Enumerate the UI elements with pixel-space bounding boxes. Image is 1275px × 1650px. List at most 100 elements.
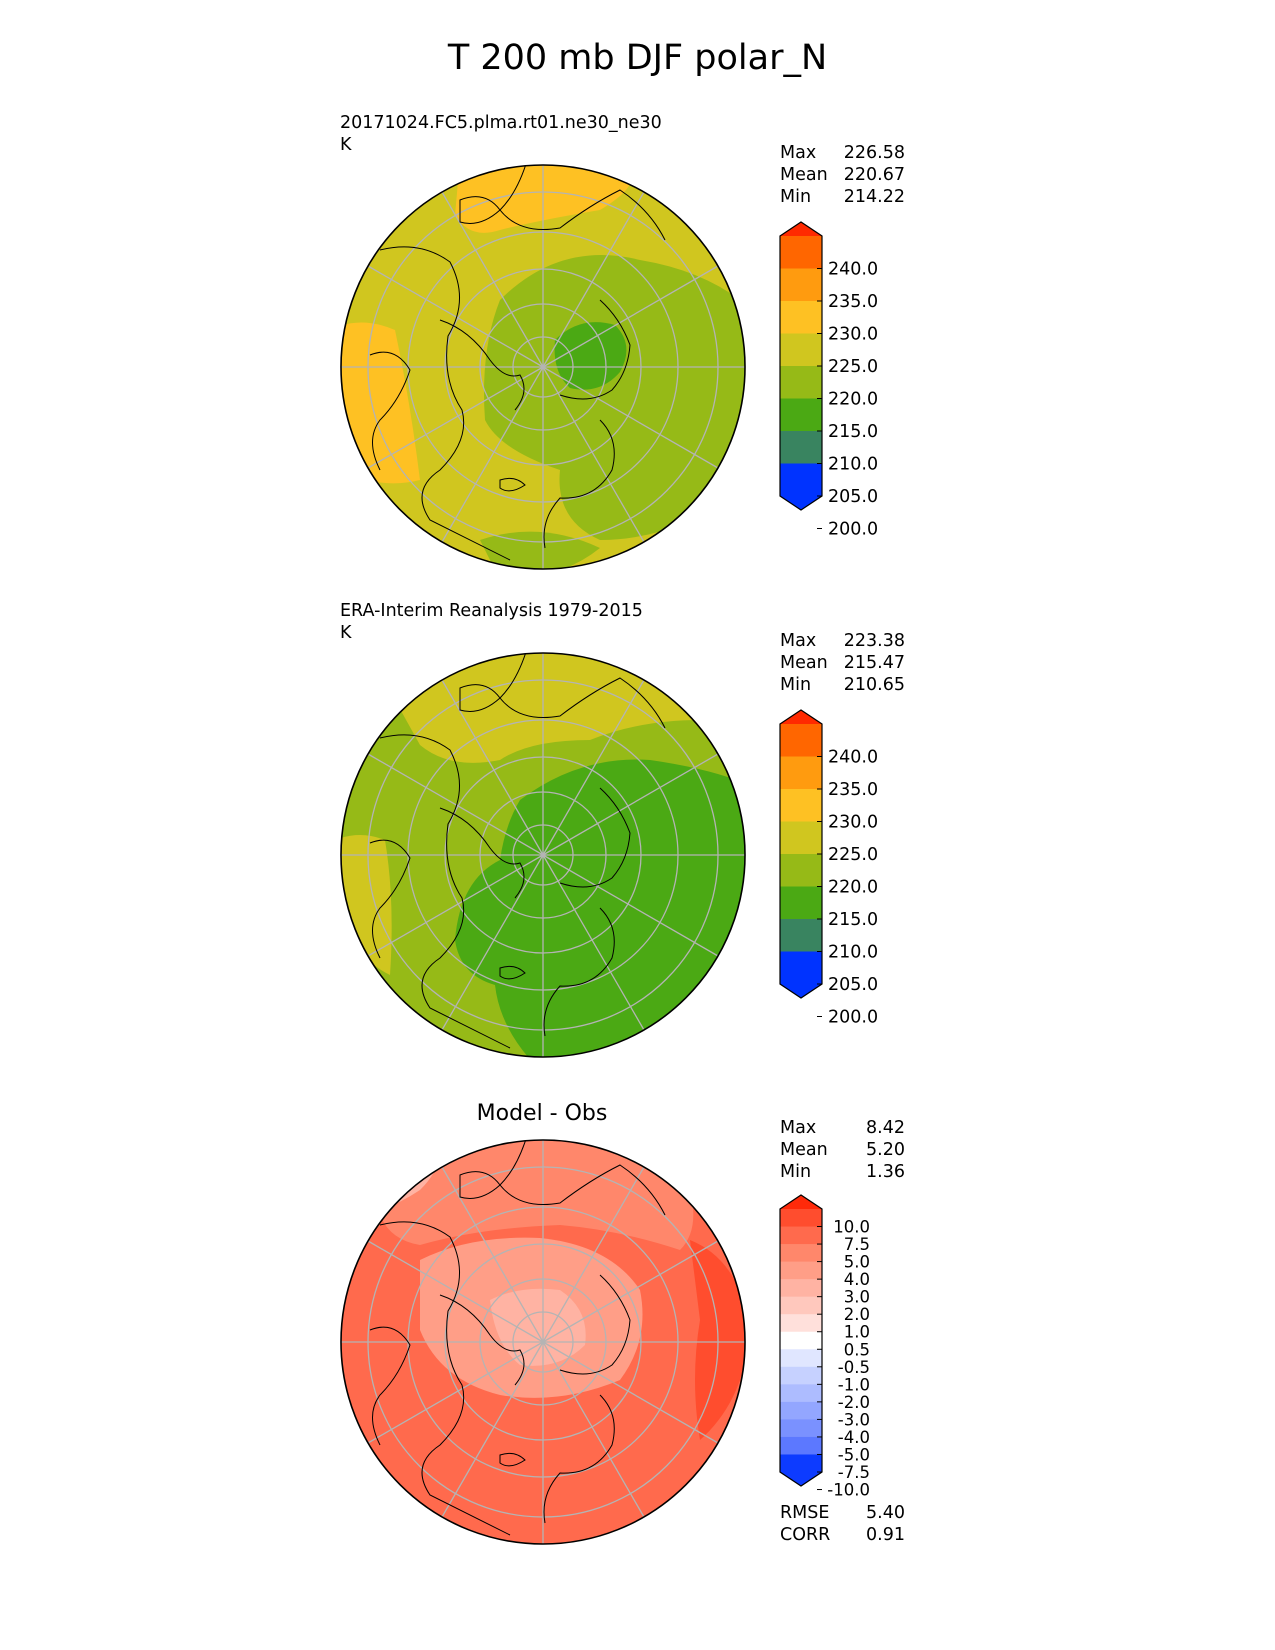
panel3-stats: Max 8.42 Mean 5.20 Min 1.36 <box>780 1117 905 1183</box>
colorbar-tick-label: 205.0 <box>828 487 878 507</box>
colorbar-tick-label: 200.0 <box>828 1008 878 1028</box>
colorbar-tick-label: 230.0 <box>828 813 878 833</box>
colorbar-tick-label: 240.0 <box>828 748 878 768</box>
field-220-225 <box>341 835 392 975</box>
coastlines <box>369 653 666 1049</box>
panel2-units: K <box>340 623 352 643</box>
stat-label: Min <box>780 675 812 695</box>
colorbar-tick-label: 230.0 <box>828 325 878 345</box>
stat-min: 1.36 <box>866 1162 905 1182</box>
colorbar-segment <box>780 1401 822 1420</box>
map-model <box>340 164 746 570</box>
map-boundary <box>340 1139 746 1545</box>
colorbar-tick-label: 215.0 <box>828 910 878 930</box>
field-3-4 <box>380 1140 694 1250</box>
panel1-units: K <box>340 135 352 155</box>
colorbar-tick-label: -3.0 <box>838 1410 870 1429</box>
colorbar-segment <box>780 301 822 334</box>
panel2-title: ERA-Interim Reanalysis 1979-2015 <box>340 601 643 621</box>
panel3-metrics: RMSE 5.40 CORR 0.91 <box>780 1502 905 1546</box>
map-boundary <box>340 652 746 1058</box>
graticule <box>341 653 745 1057</box>
colorbar-tick-label: -7.5 <box>838 1463 870 1482</box>
colorbar-segment <box>780 1349 822 1368</box>
metric-rmse: 5.40 <box>866 1503 905 1523</box>
colorbar-segment <box>780 463 822 510</box>
colorbar-tick-label: 2.0 <box>844 1305 870 1324</box>
figure-title: T 200 mb DJF polar_N <box>447 38 828 78</box>
stat-min: 210.65 <box>843 675 905 695</box>
colorbar-tick-label: -2.0 <box>838 1393 870 1412</box>
map-obs <box>340 652 746 1058</box>
field-5-7.5 <box>690 1240 745 1440</box>
colorbar-segment <box>780 1314 822 1333</box>
colorbar-tick-label: 3.0 <box>844 1288 870 1307</box>
colorbar-segment <box>780 236 822 269</box>
stat-label: Min <box>780 187 812 207</box>
colorbar-segment <box>780 789 822 822</box>
stat-max: 8.42 <box>866 1118 905 1138</box>
colorbar-segment <box>780 333 822 367</box>
stat-label: Mean <box>780 653 828 673</box>
colorbar-tick-label: 225.0 <box>828 845 878 865</box>
colorbar-segment <box>780 724 822 757</box>
colorbar-tick-label: 7.5 <box>844 1235 870 1254</box>
colorbar-segment <box>780 1366 822 1385</box>
stat-label: Max <box>780 143 817 163</box>
colorbar-tick-label: 10.0 <box>833 1218 870 1237</box>
colorbar-tick-label: 220.0 <box>828 390 878 410</box>
colorbar-tick-label: 1.0 <box>844 1323 870 1342</box>
field-220-225 <box>395 653 700 763</box>
colorbar-obs: 240.0 235.0 230.0 225.0 220.0 215.0 210.0 205.0… <box>779 709 878 1028</box>
colorbar-tick-label: 225.0 <box>828 357 878 377</box>
stat-label: Max <box>780 1118 817 1138</box>
colorbar-tick-label: 4.0 <box>844 1270 870 1289</box>
stat-min: 214.22 <box>843 187 905 207</box>
colorbar-tick-label: 220.0 <box>828 878 878 898</box>
map-diff <box>340 1139 746 1545</box>
colorbar-segment <box>780 1261 822 1280</box>
colorbar-diff: 10.07.55.04.03.02.01.00.5-0.5-1.0-2.0-3.… <box>779 1194 870 1500</box>
colorbar-segment <box>780 1454 822 1486</box>
colorbar-tick-label: -1.0 <box>838 1375 870 1394</box>
colorbar-segment <box>780 1279 822 1298</box>
colorbar-segment <box>780 1296 822 1315</box>
colorbar-segment <box>780 1419 822 1438</box>
colorbar-segment <box>780 1209 822 1228</box>
colorbar-tick-label: -0.5 <box>838 1358 870 1377</box>
metric-label: RMSE <box>780 1503 830 1523</box>
colorbar-segment <box>780 1331 822 1350</box>
colorbar-segment <box>780 366 822 399</box>
colorbar-segment <box>780 268 822 302</box>
metric-label: CORR <box>780 1525 831 1545</box>
colorbar-segment <box>780 919 822 952</box>
colorbar-tick-label: 200.0 <box>828 520 878 540</box>
colorbar-tick-label: 240.0 <box>828 260 878 280</box>
field-215-220 <box>484 255 745 540</box>
colorbar-segment <box>780 951 822 998</box>
colorbar-tick-label: -5.0 <box>838 1445 870 1464</box>
colorbar-tick-label: -4.0 <box>838 1428 870 1447</box>
panel1-title: 20171024.FC5.plma.rt01.ne30_ne30 <box>340 113 662 133</box>
colorbar-tick-label: -10.0 <box>827 1481 870 1500</box>
stat-mean: 5.20 <box>866 1140 905 1160</box>
panel2-stats: Max 223.38 Mean 215.47 Min 210.65 <box>780 630 905 696</box>
stat-label: Mean <box>780 1140 828 1160</box>
stat-label: Min <box>780 1162 812 1182</box>
colorbar-segment <box>780 1384 822 1403</box>
colorbar-segment <box>780 1436 822 1455</box>
stat-mean: 215.47 <box>843 653 905 673</box>
colorbar-tick-label: 5.0 <box>844 1253 870 1272</box>
graticule <box>341 1140 745 1544</box>
panel1-stats: Max 226.58 Mean 220.67 Min 214.22 <box>780 142 905 208</box>
colorbar-segment <box>780 431 822 464</box>
coastlines <box>369 165 666 561</box>
map-boundary <box>340 164 746 570</box>
colorbar-segment <box>780 398 822 432</box>
panel3-title: Model - Obs <box>476 1101 608 1126</box>
colorbar-segment <box>780 886 822 920</box>
colorbar-tick-label: 235.0 <box>828 292 878 312</box>
colorbar-tick-label: 235.0 <box>828 780 878 800</box>
colorbar-tick-label: 210.0 <box>828 455 878 475</box>
